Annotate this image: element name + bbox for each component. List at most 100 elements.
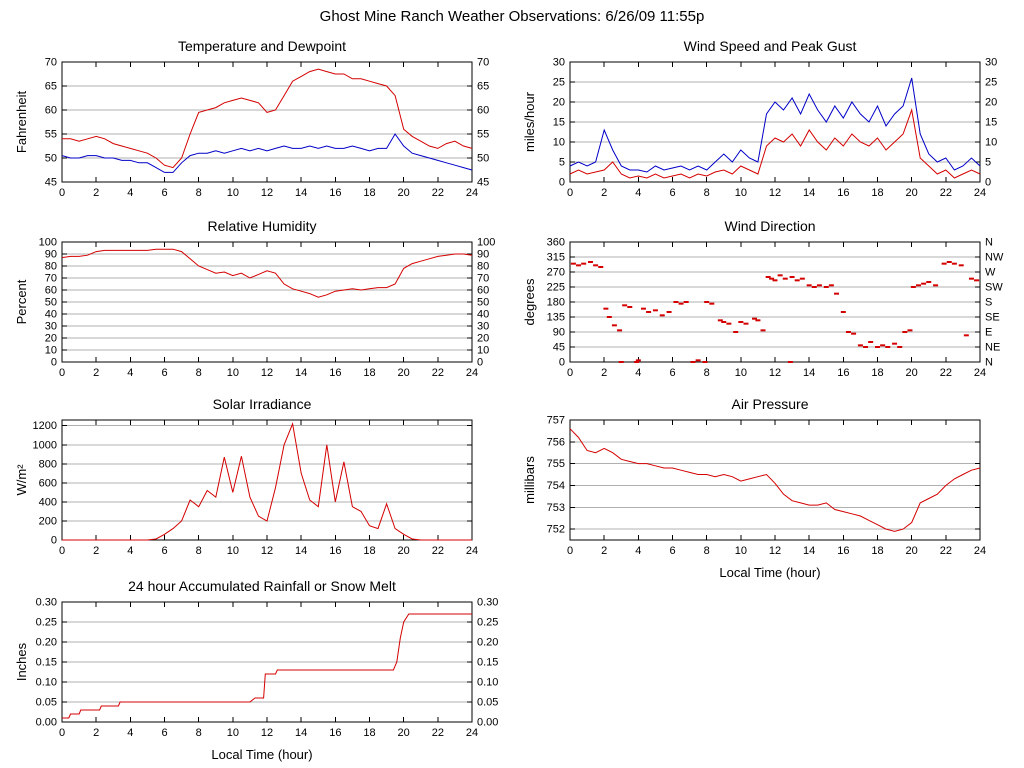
scatter-point-direction <box>933 284 939 287</box>
y-tick-label-right: 0.25 <box>477 617 498 629</box>
y-tick-label: 360 <box>547 237 565 249</box>
scatter-point-direction <box>588 261 593 263</box>
scatter-point-direction <box>963 334 969 337</box>
scatter-point-direction <box>603 307 609 310</box>
x-tick-label: 16 <box>329 545 341 557</box>
y-tick-label: 30 <box>553 57 565 69</box>
x-tick-label: 22 <box>432 545 444 557</box>
y-axis-label: Inches <box>14 642 29 681</box>
scatter-point-direction <box>709 302 715 305</box>
x-tick-label: 10 <box>227 727 239 739</box>
wind-direction-plot: 0 2 4 6 8 10 12 14 16 18 20 22 24 0 N 45 NE 90 E 135 SE 180 S 2… <box>522 236 1018 386</box>
y-tick-label: 70 <box>45 57 57 69</box>
y-tick-label-right: 70 <box>477 273 489 285</box>
y-tick-label: 1200 <box>33 420 57 432</box>
y-tick-label: 600 <box>39 477 57 489</box>
y-tick-label: 100 <box>39 237 57 249</box>
scatter-point-direction <box>946 261 952 263</box>
scatter-point-direction <box>772 279 778 282</box>
y-axis-label: miles/hour <box>522 91 537 152</box>
scatter-point-direction <box>618 361 624 363</box>
y-tick-label-right: 20 <box>985 97 997 109</box>
x-tick-label: 12 <box>769 187 781 199</box>
y-tick-label: 135 <box>547 312 565 324</box>
x-tick-label: 20 <box>906 367 918 379</box>
x-tick-label: 16 <box>837 187 849 199</box>
x-tick-label: 24 <box>974 367 986 379</box>
scatter-point-direction <box>863 346 869 348</box>
y-tick-label: 65 <box>45 81 57 93</box>
y-tick-label-right: 60 <box>477 105 489 117</box>
y-tick-label-right: 100 <box>477 237 495 249</box>
scatter-point-direction <box>704 301 710 303</box>
scatter-point-direction <box>787 361 793 363</box>
scatter-point-direction <box>695 359 701 362</box>
temperature-plot: 0 2 4 6 8 10 12 14 16 18 20 22 24 45 45 50 50 55 55 60 60 65 6… <box>14 56 510 206</box>
y-tick-label-right: N <box>985 357 993 369</box>
solar-plot: 0 2 4 6 8 10 12 14 16 18 20 22 24 0 200 400 600 800 1000 12… <box>14 414 510 564</box>
x-tick-label: 0 <box>567 367 573 379</box>
x-tick-label: 2 <box>601 187 607 199</box>
scatter-point-direction <box>958 264 964 267</box>
x-tick-label: 20 <box>906 187 918 199</box>
scatter-point-direction <box>834 292 839 295</box>
x-tick-label: 12 <box>261 367 273 379</box>
y-tick-label: 5 <box>559 157 565 169</box>
scatter-point-direction <box>811 286 817 288</box>
wind-direction-chart: Wind Direction 0 2 4 6 8 10 12 14 16 18 20 22 24 0 N 45… <box>522 216 1018 403</box>
scatter-point-direction <box>598 266 604 268</box>
y-tick-label-right: 15 <box>985 117 997 129</box>
x-tick-label: 22 <box>940 187 952 199</box>
scatter-point-direction <box>789 276 795 278</box>
x-tick-label: 16 <box>837 545 849 557</box>
y-axis-label: Fahrenheit <box>14 91 29 154</box>
x-tick-label: 12 <box>261 187 273 199</box>
x-tick-label: 0 <box>59 187 65 199</box>
scatter-point-direction <box>622 304 628 307</box>
x-tick-label: 16 <box>329 367 341 379</box>
y-tick-label: 20 <box>45 333 57 345</box>
y-tick-label: 0.25 <box>36 617 57 629</box>
scatter-point-direction <box>752 317 757 320</box>
series-temperature <box>62 68 473 169</box>
scatter-point-direction <box>897 346 903 348</box>
x-tick-label: 4 <box>635 545 641 557</box>
x-tick-label: 8 <box>196 187 202 199</box>
y-tick-label-right: N <box>985 237 993 249</box>
y-tick-label: 45 <box>553 342 565 354</box>
series-peak-gust <box>569 77 981 173</box>
scatter-point-direction <box>646 311 652 313</box>
scatter-point-direction <box>880 344 886 347</box>
y-tick-label: 70 <box>45 273 57 285</box>
y-tick-label: 225 <box>547 282 565 294</box>
y-tick-label-right: 0 <box>477 357 483 369</box>
series-humidity <box>61 248 473 298</box>
x-tick-label: 14 <box>803 545 815 557</box>
y-tick-label-right: 70 <box>477 57 489 69</box>
y-tick-label: 180 <box>547 297 565 309</box>
chart-title-temperature: Temperature and Dewpoint <box>177 38 347 54</box>
scatter-point-direction <box>910 286 916 288</box>
x-tick-label: 18 <box>871 367 883 379</box>
x-tick-label: 10 <box>735 367 747 379</box>
page-title: Ghost Mine Ranch Weather Observations: 6… <box>319 8 705 25</box>
y-tick-label-right: NW <box>985 252 1004 264</box>
x-tick-label: 2 <box>93 367 99 379</box>
x-tick-label: 14 <box>803 367 815 379</box>
scatter-point-direction <box>857 344 863 347</box>
chart-title-wind-direction: Wind Direction <box>724 218 816 234</box>
scatter-point-direction <box>743 322 749 325</box>
series-irradiance <box>62 421 472 541</box>
y-tick-label: 90 <box>45 249 57 261</box>
x-tick-label: 22 <box>432 187 444 199</box>
y-tick-label: 45 <box>45 177 57 189</box>
y-tick-label-right: 0.10 <box>477 677 498 689</box>
x-tick-label: 8 <box>196 727 202 739</box>
y-tick-label: 20 <box>553 97 565 109</box>
scatter-point-direction <box>690 361 696 363</box>
series-rainfall <box>62 613 472 719</box>
scatter-point-direction <box>683 301 689 303</box>
scatter-point-direction <box>666 311 672 313</box>
y-tick-label-right: 65 <box>477 81 489 93</box>
